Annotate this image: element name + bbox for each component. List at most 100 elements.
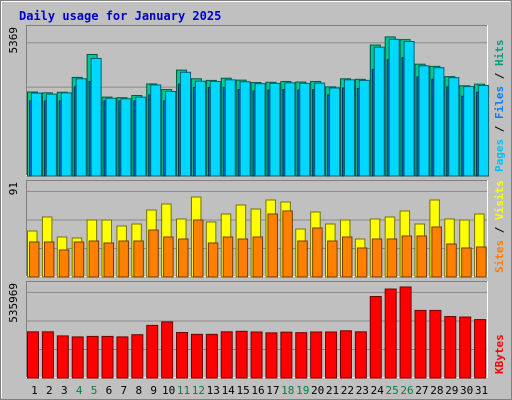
kbytes-bar: [220, 331, 233, 379]
panel-top: 5369 Pages / Files / Hits: [7, 25, 506, 177]
panel-middle-max-label: 91: [7, 182, 20, 195]
kbytes-bar: [190, 333, 203, 379]
kbytes-bar: [444, 316, 457, 379]
x-tick-label: 23: [356, 384, 369, 397]
sites-bar: [133, 240, 144, 278]
kbytes-bar: [116, 336, 129, 379]
pages-bar: [194, 80, 206, 177]
x-tick-label: 19: [296, 384, 309, 397]
x-tick-label: 31: [475, 384, 488, 397]
kbytes-bar: [459, 316, 472, 379]
x-tick-label: 27: [415, 384, 428, 397]
pages-bar: [269, 82, 281, 177]
legend-entry-sites: Sites: [493, 240, 506, 273]
pages-bar: [209, 80, 221, 177]
kbytes-bar: [176, 331, 189, 379]
sites-bar: [356, 247, 368, 278]
sites-bar: [297, 240, 308, 278]
sites-bar: [446, 243, 457, 278]
x-tick-label: 7: [121, 384, 128, 397]
panel-top-legend-text: Pages / Files / Hits: [493, 40, 506, 173]
legend-entry-pages: Pages: [493, 139, 506, 172]
kbytes-bar: [265, 332, 278, 379]
sites-bar: [386, 238, 398, 278]
pages-bar: [90, 58, 102, 177]
sites-bar: [58, 249, 70, 278]
sites-bar: [207, 242, 219, 278]
x-tick-label: 13: [207, 384, 220, 397]
kbytes-bar: [474, 319, 487, 379]
x-tick-label: 10: [162, 384, 175, 397]
pages-bar: [254, 83, 266, 177]
pages-bar: [343, 79, 355, 177]
pages-bar: [135, 96, 147, 177]
x-tick-label: 3: [61, 384, 68, 397]
legend-separator: /: [493, 220, 506, 240]
sites-bar: [282, 210, 293, 278]
sites-bar: [237, 238, 249, 278]
sites-bar: [461, 247, 472, 278]
legend-entry-hits: Hits: [493, 40, 506, 67]
panel-bottom: 535969 KBytes: [7, 281, 506, 379]
kbytes-bar: [161, 321, 174, 379]
legend-entry-files: Files: [493, 86, 506, 119]
x-tick-label: 25: [386, 384, 399, 397]
pages-bar: [463, 86, 475, 177]
sites-bar: [178, 238, 189, 278]
pages-bar: [284, 82, 296, 177]
kbytes-bar: [146, 324, 159, 379]
panel-bottom-legend: KBytes: [493, 334, 506, 374]
kbytes-bar: [414, 309, 427, 379]
x-tick-label: 1: [31, 384, 38, 397]
panel-middle-legend: Sites / Visits: [493, 180, 506, 273]
x-tick-label: 18: [281, 384, 294, 397]
x-tick-label: 17: [266, 384, 279, 397]
pages-bar: [105, 97, 117, 177]
pages-bar: [388, 38, 400, 177]
pages-bar: [314, 82, 326, 177]
x-tick-label: 14: [222, 384, 236, 397]
x-tick-label: 2: [46, 384, 53, 397]
sites-bar: [148, 229, 159, 278]
sites-bar: [252, 236, 264, 278]
chart-title: Daily usage for January 2025: [19, 9, 221, 23]
kbytes-bar: [399, 286, 412, 379]
sites-bar: [73, 241, 85, 278]
legend-entry-kbytes: KBytes: [493, 334, 506, 374]
panel-bottom-legend-text: KBytes: [493, 334, 506, 374]
pages-bar: [448, 77, 460, 177]
pages-bar: [373, 46, 385, 177]
legend-separator: /: [493, 119, 506, 139]
kbytes-bar: [86, 335, 99, 379]
pages-bar: [60, 92, 72, 177]
kbytes-bar: [27, 331, 39, 379]
pages-bar: [239, 81, 251, 177]
x-tick-label: 4: [76, 384, 83, 397]
panel-top-legend: Pages / Files / Hits: [493, 40, 506, 173]
pages-bar: [180, 71, 192, 177]
pages-bar: [433, 67, 445, 177]
x-tick-label: 29: [445, 384, 458, 397]
kbytes-bar: [354, 331, 367, 379]
pages-bar: [478, 85, 490, 177]
sites-bar: [267, 213, 278, 278]
chart-panels: 5369 Pages / Files / Hits 91 Sites / Visits…: [7, 25, 506, 379]
kbytes-bar: [339, 330, 352, 379]
kbytes-bar: [280, 331, 293, 379]
sites-bar: [118, 240, 129, 278]
pages-bar: [299, 82, 311, 177]
panel-bottom-series-kbytes: [27, 286, 487, 379]
x-tick-label: 8: [135, 384, 142, 397]
kbytes-bar: [131, 334, 144, 379]
panel-bottom-max-label: 535969: [7, 283, 20, 323]
pages-bar: [165, 90, 177, 177]
kbytes-bar: [384, 288, 397, 379]
kbytes-bar: [41, 331, 54, 379]
pages-bar: [329, 87, 341, 177]
pages-bar: [403, 41, 415, 177]
sites-bar: [43, 241, 55, 278]
sites-bar: [431, 226, 442, 278]
x-axis-labels: 1 2 3 4 5 6 7 8 9 10 11 12 13 14 15 16 17 18 19 20 21 22 23 24 2…: [31, 384, 488, 397]
panel-top-series-pages: [31, 38, 490, 177]
